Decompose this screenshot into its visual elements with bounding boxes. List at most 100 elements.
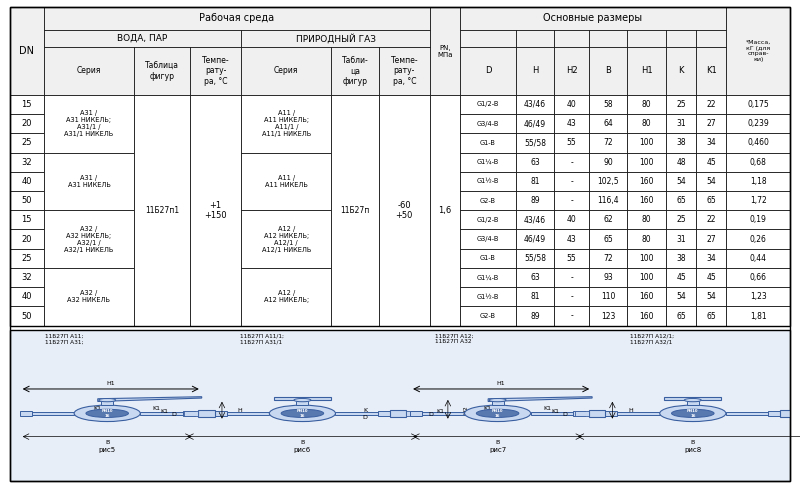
Bar — [666, 249, 696, 268]
Text: 100: 100 — [639, 157, 654, 167]
Text: 65: 65 — [706, 196, 716, 205]
Bar — [666, 191, 696, 210]
Text: K: K — [363, 408, 367, 414]
Bar — [10, 306, 44, 326]
Bar — [516, 114, 554, 133]
Bar — [44, 47, 134, 95]
Bar — [184, 411, 198, 416]
Text: 40: 40 — [566, 100, 577, 109]
Bar — [589, 249, 627, 268]
Bar — [10, 133, 44, 153]
Text: B: B — [300, 440, 305, 445]
Bar — [516, 306, 554, 326]
Bar — [10, 114, 44, 133]
Text: 40: 40 — [566, 215, 577, 225]
Bar — [378, 133, 430, 153]
Bar — [589, 172, 627, 191]
Bar — [190, 249, 242, 268]
Bar — [460, 306, 516, 326]
Bar — [696, 153, 726, 172]
Bar — [589, 210, 627, 229]
Bar — [666, 153, 696, 172]
Bar — [242, 153, 331, 210]
Bar — [460, 268, 516, 287]
Bar — [589, 191, 627, 210]
Bar — [516, 210, 554, 229]
Circle shape — [281, 409, 324, 417]
Bar — [460, 249, 516, 268]
Bar — [666, 114, 696, 133]
Bar — [666, 191, 696, 210]
Bar — [331, 172, 378, 191]
Bar — [44, 191, 134, 210]
Bar — [190, 287, 242, 306]
Bar — [10, 191, 44, 210]
Bar — [516, 229, 554, 249]
Text: 11Б27п1: 11Б27п1 — [145, 206, 179, 215]
Bar — [331, 268, 378, 287]
Bar — [460, 133, 516, 153]
Bar — [554, 30, 589, 47]
Bar — [331, 153, 378, 172]
Circle shape — [294, 399, 311, 402]
Bar — [516, 95, 554, 114]
Bar — [102, 401, 113, 405]
Text: 100: 100 — [639, 273, 654, 282]
Text: А12 /
А12 НИКЕЛЬ;: А12 / А12 НИКЕЛЬ; — [264, 290, 309, 303]
Bar — [430, 249, 460, 268]
Bar — [460, 249, 516, 268]
Text: PN10
16: PN10 16 — [102, 409, 113, 417]
Bar — [554, 153, 589, 172]
Bar — [554, 191, 589, 210]
Bar — [378, 47, 430, 95]
Text: 34: 34 — [706, 254, 716, 263]
Bar — [627, 229, 666, 249]
Text: рис8: рис8 — [684, 447, 702, 453]
Text: H1: H1 — [641, 67, 653, 75]
Bar — [589, 95, 627, 114]
Bar — [554, 153, 589, 172]
Bar — [242, 287, 331, 306]
Bar — [460, 210, 516, 229]
Bar — [460, 7, 726, 30]
Bar — [134, 191, 190, 210]
Text: G2-B: G2-B — [480, 198, 496, 204]
Text: 116,4: 116,4 — [598, 196, 619, 205]
Text: 46/49: 46/49 — [524, 235, 546, 243]
Bar — [627, 133, 666, 153]
Bar — [378, 95, 430, 114]
Bar — [134, 229, 190, 249]
Bar — [331, 229, 378, 249]
Text: Серия: Серия — [274, 67, 298, 75]
Bar — [242, 268, 331, 287]
Bar — [430, 229, 460, 249]
Bar — [627, 229, 666, 249]
Text: 54: 54 — [676, 177, 686, 186]
Bar — [44, 229, 134, 249]
Bar — [554, 229, 589, 249]
Ellipse shape — [660, 405, 726, 421]
Bar — [134, 153, 190, 172]
Bar — [430, 153, 460, 172]
Bar — [44, 7, 430, 30]
Text: 0,239: 0,239 — [747, 119, 769, 128]
Text: 20: 20 — [22, 235, 32, 243]
Bar — [430, 95, 460, 114]
Bar — [190, 268, 242, 287]
Bar — [726, 287, 790, 306]
Bar — [10, 306, 44, 326]
Bar — [797, 411, 800, 416]
Bar — [696, 210, 726, 229]
Text: D: D — [362, 415, 367, 420]
Bar — [242, 95, 331, 153]
Text: 43/46: 43/46 — [524, 100, 546, 109]
Circle shape — [671, 409, 714, 417]
Bar — [516, 95, 554, 114]
Text: H: H — [532, 67, 538, 75]
Bar — [516, 287, 554, 306]
Bar — [378, 268, 430, 287]
Bar — [460, 114, 516, 133]
Text: 1,18: 1,18 — [750, 177, 766, 186]
Bar — [242, 229, 331, 249]
Bar — [10, 268, 44, 287]
